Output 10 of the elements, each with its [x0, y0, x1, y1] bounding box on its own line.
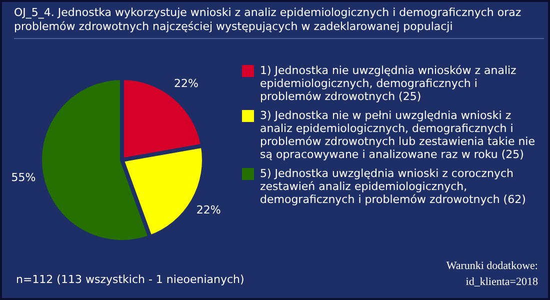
legend-label: 5) Jednostka uwzględnia wnioski z corocznych zestawień analiz epidemiologicznych, demograficznych i problemów zdrowotnych (62): [260, 167, 527, 206]
legend-label: 3) Jednostka nie w pełni uwzględnia wnioski z analiz epidemiologicznych, demograficznych i problemów zdrowotnych lub zestawienia takie nie są opracowywane i analizowane raz w roku (25): [260, 109, 536, 161]
data-label: 22%: [174, 76, 199, 90]
text: n=112 (113 wszystkich - 1 nieoenianych): [16, 273, 244, 286]
chart-title: OJ_5_4. Jednostka wykorzystuje wnioski z analiz epidemiologicznych i demograficznych oraz problemów zdrowotnych najczęściej występujących w zadeklarowanej populacji: [14, 6, 544, 39]
text: Warunki dodatkowe:: [446, 260, 538, 272]
text: id_klienta=2018: [466, 276, 538, 288]
data-label: 55%: [11, 170, 36, 184]
data-label: 22%: [196, 204, 221, 216]
legend-label: 1) Jednostka nie uwzględnia wniosków z analiz epidemiologicznych, demograficznych i problemów zdrowotnych (25): [260, 64, 518, 103]
